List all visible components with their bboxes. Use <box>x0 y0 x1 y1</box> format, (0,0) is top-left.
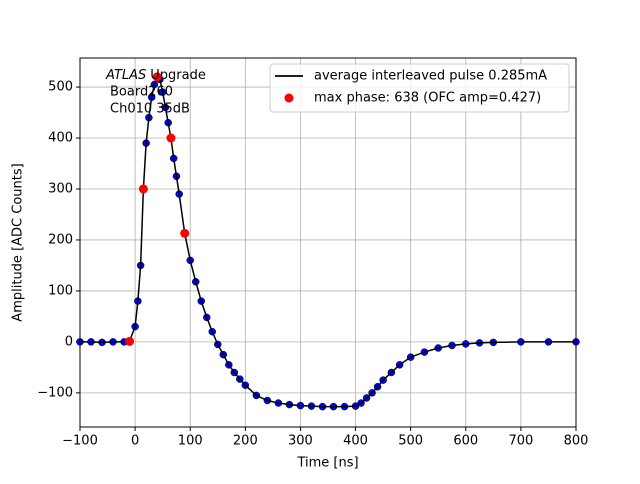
pulse-line <box>80 75 576 408</box>
x-tick-label: 0 <box>131 434 139 449</box>
max-phase-point <box>180 228 190 238</box>
max-phase-point <box>166 133 176 143</box>
annotation-label: Upgrade <box>150 68 206 83</box>
y-tick-label: 300 <box>48 181 73 196</box>
experiment: ATLAS <box>105 68 146 83</box>
max-phase-point <box>138 184 148 194</box>
x-tick-label: 400 <box>343 434 368 449</box>
x-tick-label: 600 <box>453 434 478 449</box>
legend-label: average interleaved pulse 0.285mA <box>314 69 547 84</box>
legend-box <box>269 63 570 113</box>
x-tick-label: 200 <box>233 434 258 449</box>
x-tick-label: 100 <box>178 434 203 449</box>
max-phase-point <box>152 72 162 82</box>
legend-swatch <box>284 93 294 103</box>
y-axis-label: Amplitude [ADC Counts] <box>11 163 26 321</box>
annotation-line: Board260 <box>110 85 173 100</box>
y-tick-label: 400 <box>48 131 73 146</box>
y-tick-label: −100 <box>37 385 73 400</box>
x-tick-label: 500 <box>398 434 423 449</box>
annotation: ATLAS Upgrade <box>105 68 206 83</box>
x-tick-label: 800 <box>564 434 589 449</box>
x-axis-label: Time [ns] <box>296 456 358 471</box>
y-tick-label: 0 <box>65 334 73 349</box>
y-tick-label: 100 <box>48 283 73 298</box>
legend-label: max phase: 638 (OFC amp=0.427) <box>314 91 541 106</box>
y-tick-label: 200 <box>48 232 73 247</box>
x-tick-label: 700 <box>508 434 533 449</box>
axes-frame <box>79 57 577 428</box>
max-phase-point <box>125 336 135 346</box>
annotation-line: Ch010 35dB <box>110 102 190 117</box>
x-tick-label: 300 <box>288 434 313 449</box>
x-tick-label: −100 <box>62 434 98 449</box>
y-tick-label: 500 <box>48 80 73 95</box>
